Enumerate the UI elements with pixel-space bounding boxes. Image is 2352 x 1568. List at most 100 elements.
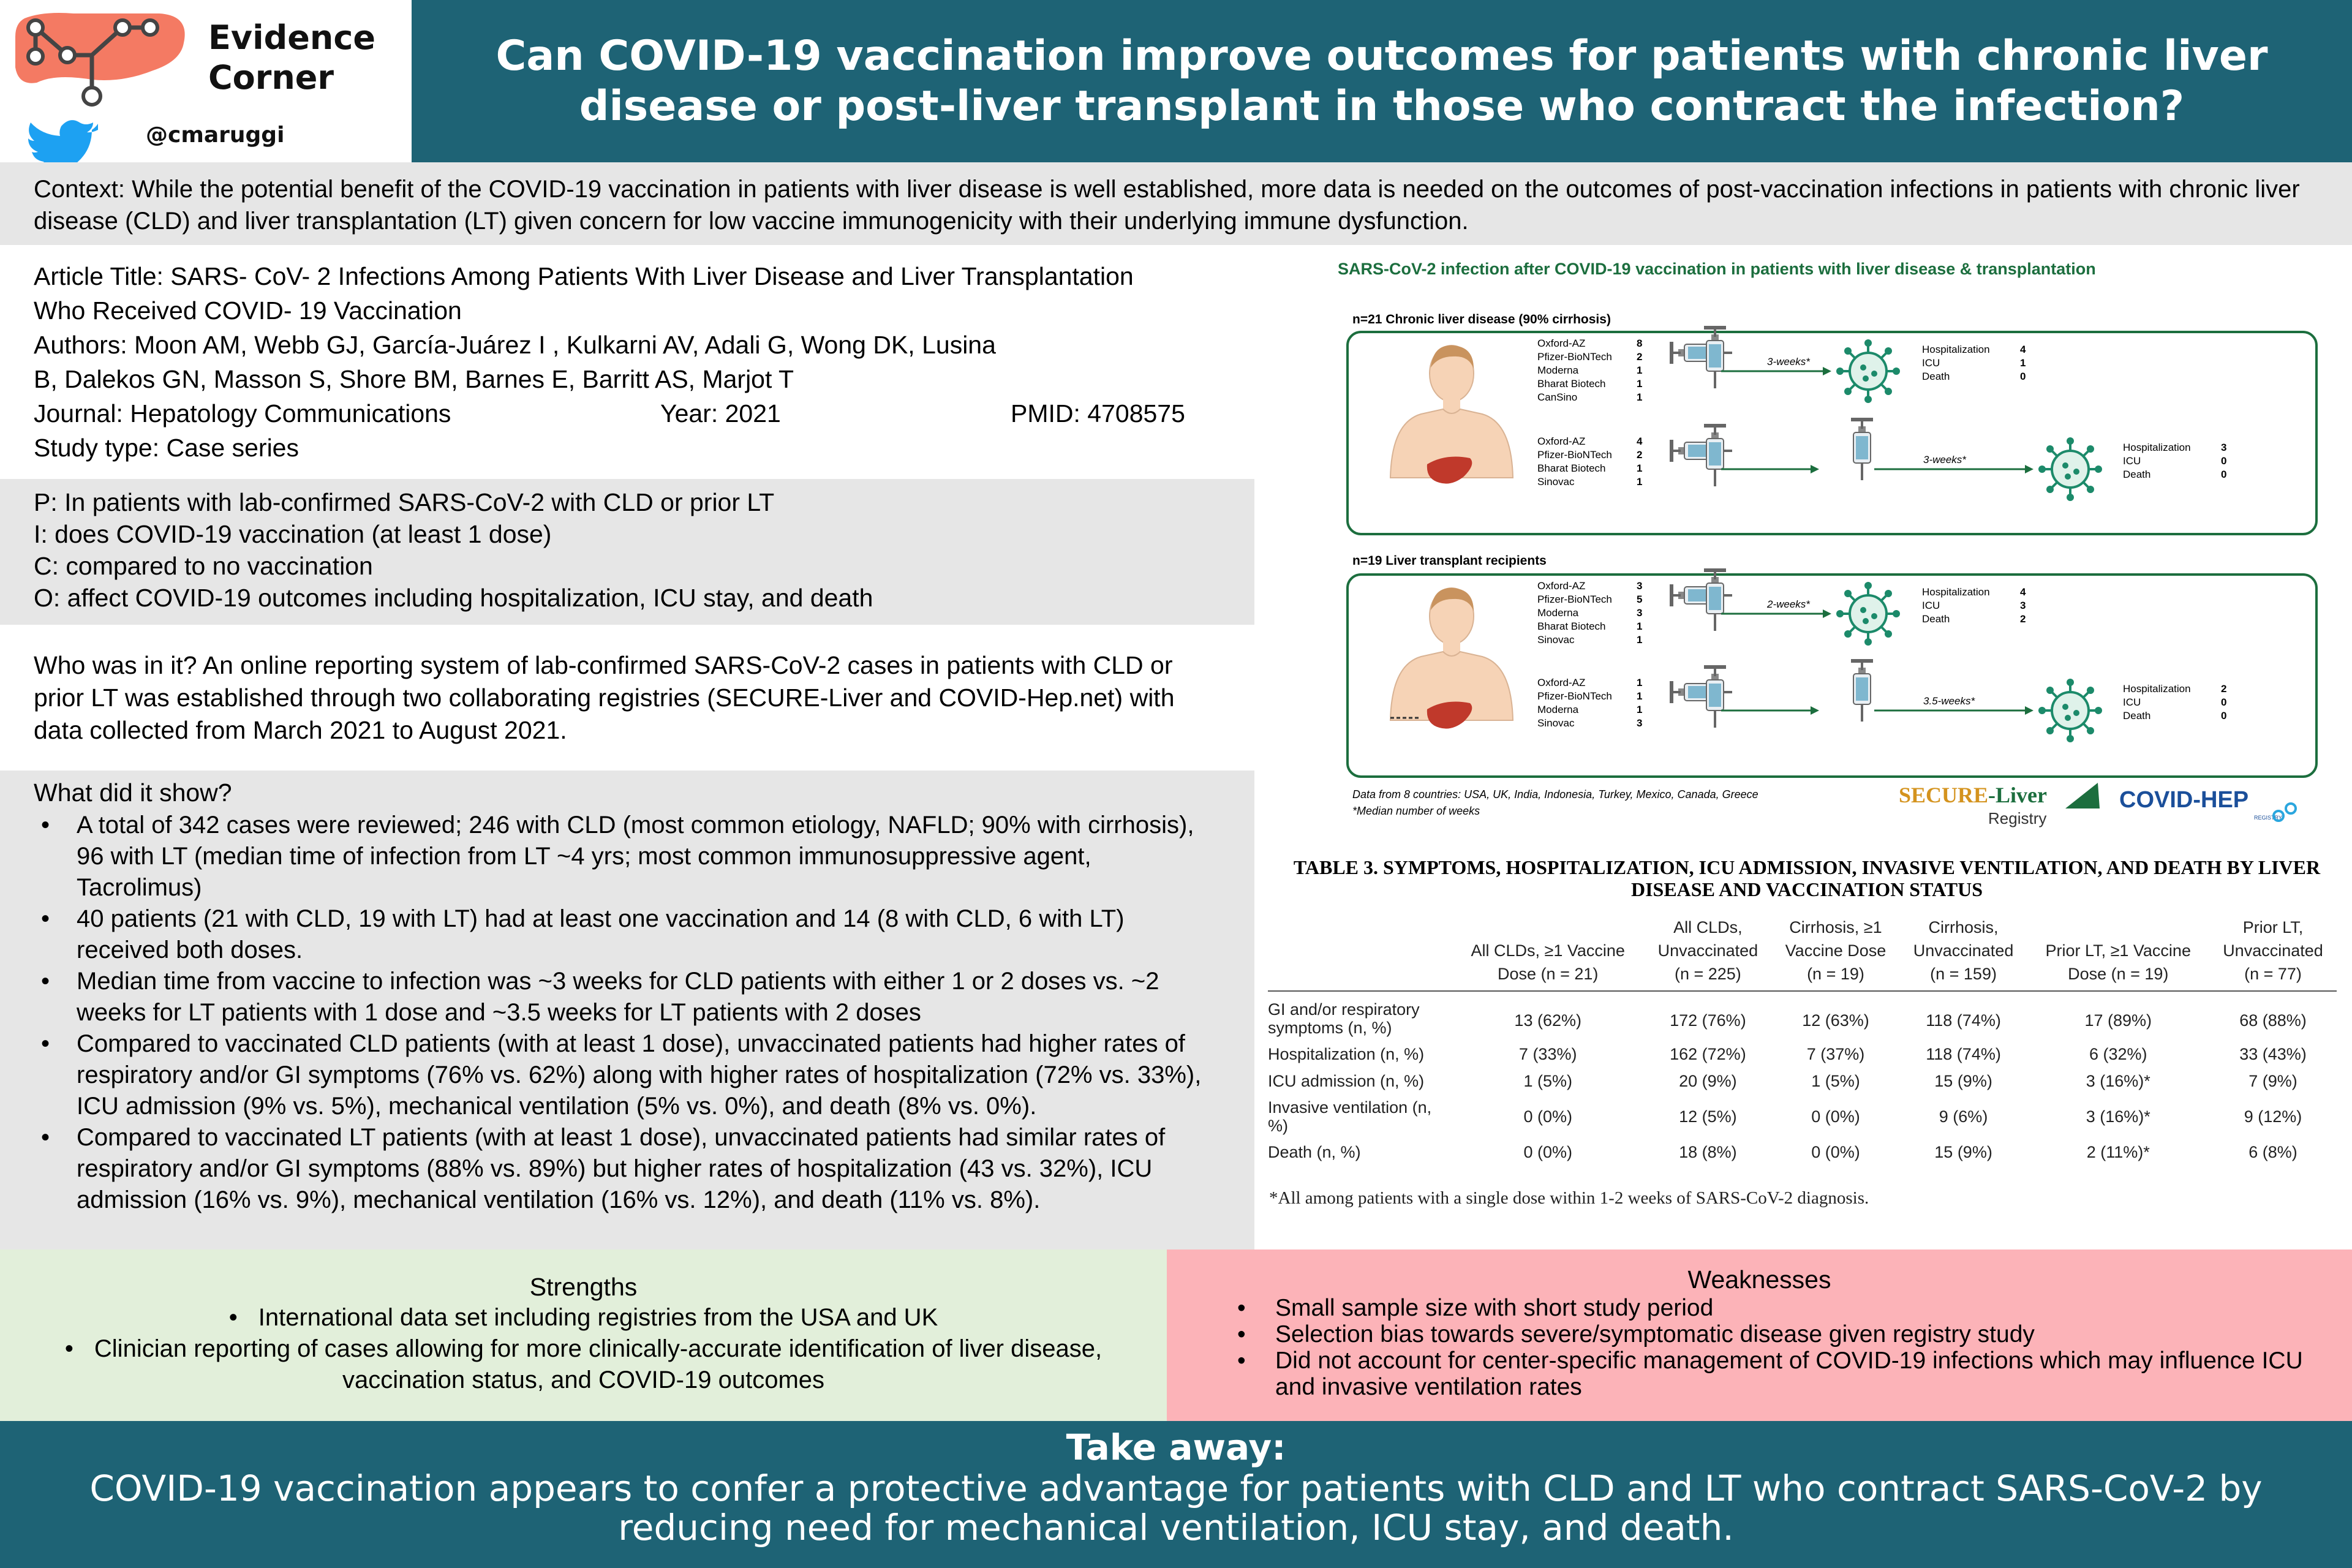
figure-footnote-weeks: *Median number of weeks: [1352, 805, 1480, 817]
covid-hep-logo-text: COVID-HEP: [2119, 787, 2248, 813]
vaccine-count: 1: [1637, 364, 1642, 376]
list-item: International data set including registr…: [37, 1302, 1130, 1333]
table-cell: 1 (5%): [1523, 1072, 1572, 1090]
table-cell: 33 (43%): [2239, 1045, 2307, 1063]
list-item: 40 patients (21 with CLD, 19 with LT) ha…: [34, 903, 1221, 966]
who-text: An online reporting system of lab-confir…: [34, 651, 1175, 744]
vaccine-name: Oxford-AZ: [1537, 677, 1585, 688]
page-header: Can COVID-19 vaccination improve outcome…: [412, 0, 2352, 162]
context-text: While the potential benefit of the COVID…: [34, 176, 2300, 235]
table-row: Death (n, %) 0 (0%) 18 (8%) 0 (0%) 15 (9%) 2 …: [1268, 1139, 2337, 1166]
virus-icon: [2037, 677, 2103, 744]
outcome-label: Hospitalization: [2123, 442, 2191, 453]
outcome-label: Death: [1922, 613, 1950, 625]
table-cell: 17 (89%): [2084, 1011, 2152, 1030]
pico-section: P: In patients with lab-confirmed SARS-C…: [0, 479, 1254, 625]
brand-name-line1: Evidence: [208, 18, 375, 57]
vaccine-name: Sinovac: [1537, 476, 1575, 488]
table-cell: 118 (74%): [1926, 1045, 2001, 1063]
outcome-count: 0: [2020, 371, 2026, 382]
outcome-count: 2: [2020, 613, 2026, 625]
pico-o: O: affect COVID-19 outcomes including ho…: [34, 584, 873, 612]
table-row: ICU admission (n, %) 1 (5%) 20 (9%) 1 (5%) 1…: [1268, 1068, 2337, 1095]
secure-liver-logo: SECURE-Liver Registry: [1899, 783, 2100, 827]
vaccine-name: Pfizer-BioNTech: [1537, 449, 1612, 461]
table-header: Prior LT, ≥1 Vaccine Dose (n = 19): [2027, 916, 2209, 992]
table-header-empty: [1268, 916, 1452, 992]
virus-icon: [2037, 436, 2103, 502]
table-row-label: Invasive ventilation (n, %): [1268, 1098, 1432, 1135]
vaccine-count: 3: [1637, 607, 1642, 619]
figure-footnote-countries: Data from 8 countries: USA, UK, India, I…: [1352, 788, 1758, 801]
takeaway-text: COVID-19 vaccination appears to confer a…: [89, 1468, 2263, 1548]
vaccine-name: Moderna: [1537, 364, 1579, 376]
table-cell: 7 (33%): [1518, 1045, 1577, 1063]
table-cell: 12 (5%): [1679, 1107, 1737, 1126]
group-label-lt: n=19 Liver transplant recipients: [1352, 554, 1547, 568]
table-row-label: Death (n, %): [1268, 1143, 1361, 1161]
outcome-count: 0: [2221, 455, 2226, 467]
outcomes-table: All CLDs, ≥1 Vaccine Dose (n = 21) All CL…: [1268, 916, 2337, 1166]
table-cell: 7 (9%): [2248, 1072, 2297, 1090]
page-title: Can COVID-19 vaccination improve outcome…: [496, 31, 2268, 130]
year: 2021: [718, 399, 781, 428]
table-cell: 68 (88%): [2239, 1011, 2307, 1030]
table-row-label: GI and/or respiratory symptoms (n, %): [1268, 1000, 1420, 1037]
vaccine-name: Pfizer-BioNTech: [1537, 690, 1612, 702]
vaccine-count: 1: [1637, 634, 1642, 646]
who-label: Who was in it?: [34, 651, 197, 679]
table-cell: 3 (16%)*: [2086, 1072, 2150, 1090]
table-row: Invasive ventilation (n, %) 0 (0%) 12 (5%)…: [1268, 1095, 2337, 1139]
table-header: Cirrhosis, Unvaccinated (n = 159): [1899, 916, 2027, 992]
vaccine-count: 1: [1637, 378, 1642, 390]
outcome-count: 0: [2221, 696, 2226, 708]
list-item: Clinician reporting of cases allowing fo…: [37, 1333, 1130, 1396]
twitter-handle: @cmaruggi: [146, 123, 284, 148]
table-cell: 1 (5%): [1811, 1072, 1860, 1090]
outcome-count: 0: [2221, 710, 2226, 722]
weeks-label: 3.5-weeks*: [1923, 695, 1975, 707]
vaccine-count: 3: [1637, 717, 1642, 729]
findings-list: A total of 342 cases were reviewed; 246 …: [34, 810, 1221, 1216]
figure-rows: Oxford-AZ 8 Pfizer-BioNTech 2 Moderna 1 Bharat…: [1537, 325, 2226, 744]
table-cell: 15 (9%): [1934, 1143, 1992, 1161]
outcome-label: Death: [2123, 469, 2150, 480]
vaccine-count: 1: [1637, 620, 1642, 632]
findings-heading: What did it show?: [34, 778, 232, 807]
journal: Hepatology Communications: [123, 399, 451, 428]
vaccine-count: 2: [1637, 449, 1642, 461]
table-cell: 13 (62%): [1514, 1011, 1581, 1030]
table-cell: 172 (76%): [1670, 1011, 1746, 1030]
timeline-arrow: [1721, 706, 1819, 715]
table-cell: 3 (16%)*: [2086, 1107, 2150, 1126]
table-cell: 6 (32%): [2089, 1045, 2147, 1063]
outcome-count: 4: [2020, 344, 2026, 355]
table-row-label: ICU admission (n, %): [1268, 1072, 1425, 1090]
timeline-arrow: [1721, 367, 1831, 375]
timeline-arrow: [1874, 706, 2034, 715]
twitter-icon: [23, 120, 98, 174]
list-item: Median time from vaccine to infection wa…: [34, 966, 1221, 1028]
vaccine-count: 1: [1637, 690, 1642, 702]
article-title: SARS- CoV- 2 Infections Among Patients W…: [163, 262, 1134, 290]
outcome-label: ICU: [2123, 455, 2141, 467]
findings-section: What did it show? A total of 342 cases w…: [0, 771, 1254, 1250]
group-label-cld: n=21 Chronic liver disease (90% cirrhosi…: [1352, 312, 1611, 326]
list-item: Compared to vaccinated CLD patients (wit…: [34, 1028, 1221, 1122]
vaccine-name: Bharat Biotech: [1537, 462, 1606, 474]
weeks-label: 3-weeks*: [1767, 356, 1811, 368]
vaccine-count: 1: [1637, 391, 1642, 403]
outcome-count: 0: [2221, 469, 2226, 480]
weeks-label: 3-weeks*: [1923, 454, 1967, 466]
vaccine-count: 1: [1637, 476, 1642, 488]
table-cell: 118 (74%): [1926, 1011, 2001, 1030]
evidence-corner-logo: Evidence Corner @cmaruggi: [15, 13, 375, 174]
vaccine-name: Pfizer-BioNTech: [1537, 351, 1612, 363]
svg-text:SECURE-Liver: SECURE-Liver: [1899, 783, 2047, 807]
pmid-label: PMID: [1011, 399, 1074, 428]
secure-logo-registry: Registry: [1988, 809, 2046, 827]
table-cell: 12 (63%): [1802, 1011, 1869, 1030]
outcome-label: Hospitalization: [2123, 683, 2191, 695]
vaccine-count: 1: [1637, 677, 1642, 688]
outcome-label: ICU: [1922, 357, 1940, 369]
